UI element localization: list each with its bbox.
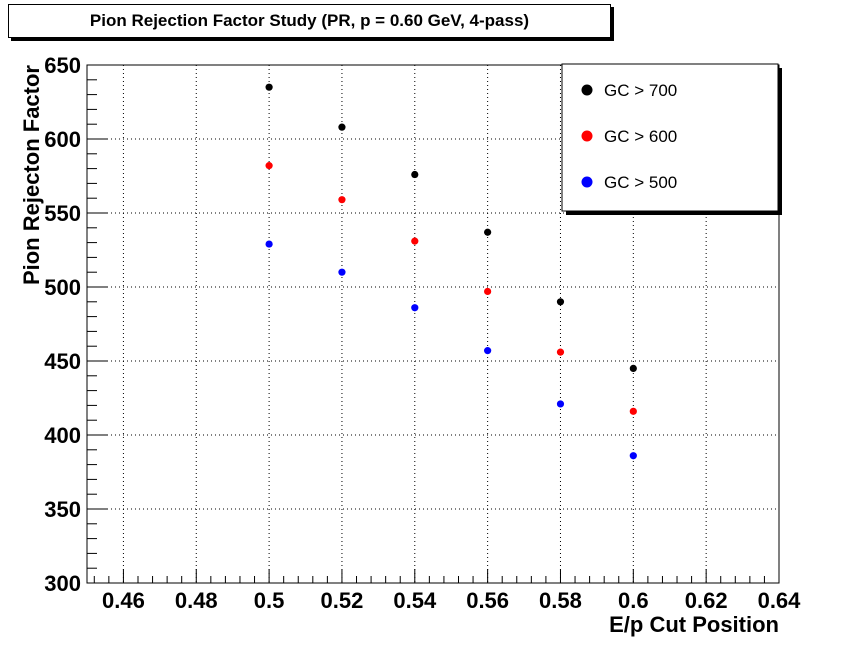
data-point <box>411 304 419 312</box>
tick-labels: 0.46 0.48 0.5 0.52 0.54 0.56 0.58 0.6 0.62 0.64 30… <box>44 53 801 613</box>
y-axis-title: Pion Rejecton Factor <box>19 65 44 285</box>
y-tick-label: 500 <box>44 275 81 300</box>
legend-label: GC > 600 <box>604 127 677 146</box>
data-point <box>556 348 565 356</box>
legend-box <box>561 63 779 212</box>
x-tick-label: 0.48 <box>175 588 218 613</box>
data-point <box>411 170 419 179</box>
legend-marker <box>581 84 593 96</box>
y-tick-label: 300 <box>44 571 81 596</box>
legend-label: GC > 500 <box>604 173 677 192</box>
x-tick-label: 0.54 <box>393 588 437 613</box>
legend-marker <box>581 176 593 188</box>
y-tick-label: 550 <box>44 201 81 226</box>
data-point <box>484 347 492 355</box>
x-tick-label: 0.6 <box>618 588 649 613</box>
x-tick-label: 0.5 <box>254 588 285 613</box>
x-tick-label: 0.46 <box>102 588 145 613</box>
data-point <box>484 287 492 296</box>
data-point <box>338 123 346 131</box>
plot-frame <box>86 64 780 584</box>
y-tick-label: 600 <box>44 127 81 152</box>
y-tick-label: 350 <box>44 497 81 522</box>
data-point <box>265 83 273 91</box>
x-tick-label: 0.62 <box>685 588 728 613</box>
data-point <box>556 400 565 408</box>
y-tick-label: 450 <box>44 349 81 374</box>
axis-ticks <box>87 64 780 584</box>
data-points <box>265 83 637 460</box>
y-tick-label: 650 <box>44 53 81 78</box>
legend-marker <box>581 130 593 142</box>
data-point <box>556 298 565 306</box>
legend: GC > 700 GC > 600 GC > 500 <box>561 63 782 215</box>
data-point <box>411 237 419 245</box>
data-point <box>629 452 637 460</box>
data-point <box>629 364 637 372</box>
data-point <box>265 162 273 170</box>
data-point <box>338 196 346 204</box>
x-tick-label: 0.52 <box>321 588 364 613</box>
data-point <box>338 268 346 276</box>
x-tick-label: 0.64 <box>758 588 802 613</box>
data-point <box>629 407 637 415</box>
chart-title: Pion Rejection Factor Study (PR, p = 0.6… <box>8 4 611 38</box>
y-tick-label: 400 <box>44 423 81 448</box>
legend-label: GC > 700 <box>604 81 677 100</box>
data-point <box>265 240 273 248</box>
data-point <box>484 228 492 236</box>
x-tick-label: 0.56 <box>466 588 509 613</box>
x-tick-label: 0.58 <box>539 588 582 613</box>
x-axis-title: E/p Cut Position <box>609 612 779 637</box>
